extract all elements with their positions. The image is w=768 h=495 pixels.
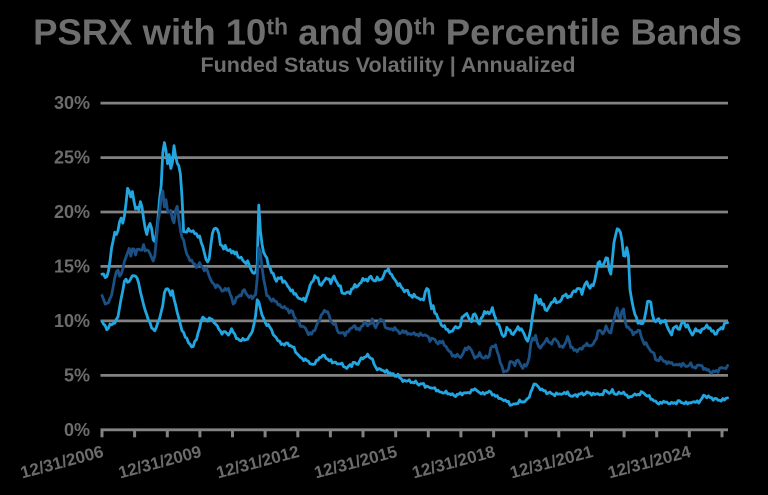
- svg-text:5%: 5%: [64, 365, 90, 385]
- svg-text:PSRX with 10th and 90th Percen: PSRX with 10th and 90th Percentile Bands: [33, 12, 742, 53]
- svg-text:0%: 0%: [64, 420, 90, 440]
- svg-text:10%: 10%: [54, 311, 90, 331]
- svg-text:Funded Status Volatility | Ann: Funded Status Volatility | Annualized: [200, 53, 575, 77]
- svg-text:20%: 20%: [54, 202, 90, 222]
- svg-text:30%: 30%: [54, 93, 90, 113]
- svg-text:25%: 25%: [54, 148, 90, 168]
- svg-text:15%: 15%: [54, 256, 90, 276]
